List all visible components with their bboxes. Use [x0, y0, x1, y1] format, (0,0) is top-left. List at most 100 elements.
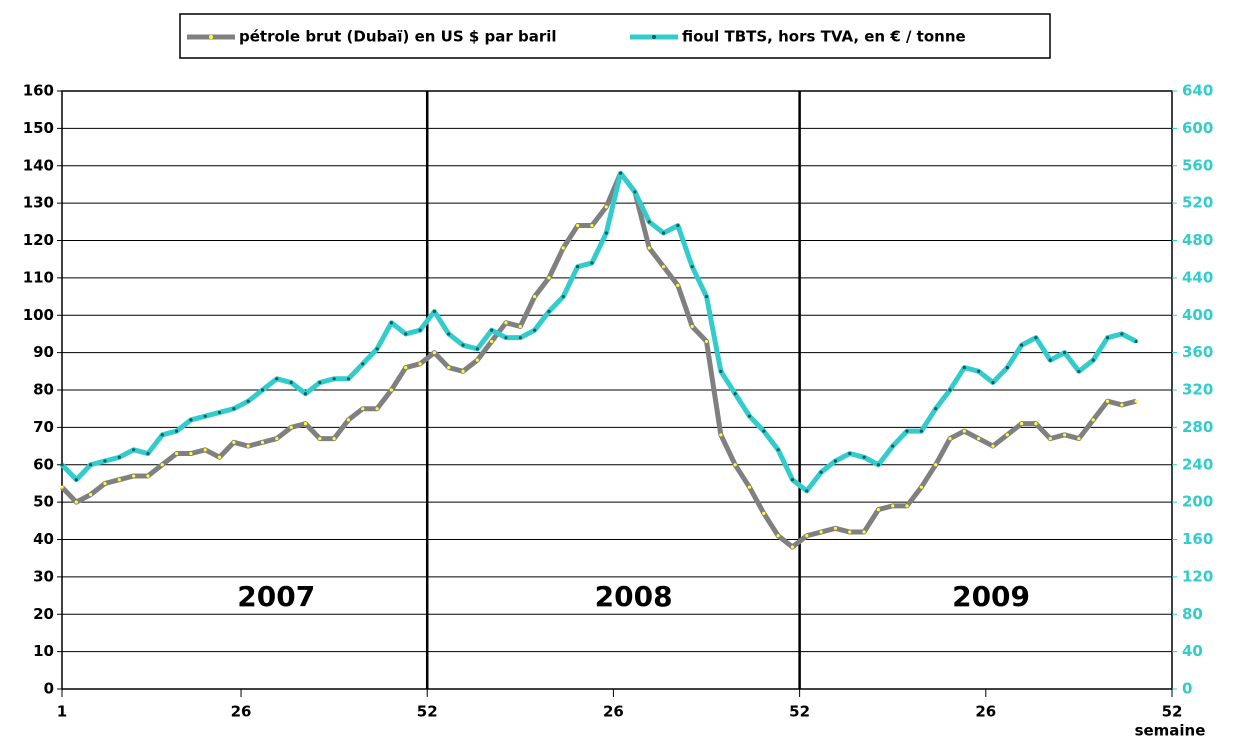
- series-marker: [747, 485, 752, 489]
- series-marker: [318, 380, 322, 385]
- series-marker: [418, 328, 422, 332]
- y-tick-label: 50: [33, 493, 54, 511]
- series-marker: [518, 324, 522, 329]
- series-marker: [790, 545, 795, 549]
- series-marker: [991, 444, 995, 448]
- series-marker: [805, 489, 809, 493]
- y-tick-label: 130: [23, 194, 54, 212]
- series-marker: [160, 433, 164, 437]
- x-tick-label: 52: [417, 703, 438, 721]
- y-tick-label: 100: [23, 306, 54, 324]
- series-marker: [389, 321, 394, 325]
- series-marker: [74, 500, 78, 504]
- series-marker: [418, 362, 422, 366]
- series-marker: [948, 388, 952, 392]
- series-marker: [934, 407, 938, 411]
- series-marker: [876, 463, 880, 467]
- series-marker: [919, 429, 923, 433]
- y-tick-label: 40: [33, 530, 54, 548]
- y2-tick-label: 280: [1182, 418, 1213, 436]
- series-marker: [876, 508, 880, 512]
- series-marker: [891, 444, 895, 448]
- series-marker: [461, 343, 465, 347]
- series-marker: [60, 485, 64, 489]
- series-marker: [891, 504, 895, 508]
- series-marker: [1134, 399, 1138, 403]
- y2-tick-label: 560: [1182, 156, 1213, 174]
- series-marker: [1091, 358, 1095, 362]
- series-marker: [762, 429, 766, 433]
- series-marker: [490, 328, 494, 332]
- series-marker: [432, 309, 436, 314]
- y-tick-label: 90: [33, 343, 54, 361]
- series-marker: [332, 377, 336, 381]
- series-marker: [217, 410, 222, 415]
- series-marker: [790, 478, 795, 482]
- y2-tick-label: 160: [1182, 530, 1213, 548]
- series-marker: [962, 365, 966, 370]
- series-marker: [475, 347, 479, 351]
- series-marker: [232, 440, 236, 444]
- series-marker: [318, 436, 322, 441]
- series-marker: [332, 436, 336, 441]
- series-marker: [962, 429, 966, 433]
- x-tick-label: 1: [57, 703, 67, 721]
- series-marker: [977, 369, 981, 373]
- series-marker: [661, 265, 666, 269]
- series-marker: [447, 365, 451, 370]
- series-marker: [461, 369, 465, 373]
- y2-tick-label: 320: [1182, 381, 1213, 399]
- series-marker: [117, 478, 121, 482]
- y2-tick-label: 440: [1182, 268, 1213, 286]
- y-tick-label: 80: [33, 381, 54, 399]
- x-tick-label: 26: [231, 703, 252, 721]
- y-tick-label: 70: [33, 418, 54, 436]
- y2-tick-label: 0: [1182, 680, 1192, 698]
- series-marker: [919, 485, 923, 489]
- legend-marker: [209, 35, 213, 39]
- series-marker: [905, 504, 909, 508]
- series-marker: [447, 332, 451, 336]
- series-marker: [690, 265, 694, 269]
- x-tick-label: 26: [603, 703, 624, 721]
- series-marker: [747, 414, 752, 418]
- series-marker: [733, 392, 737, 396]
- series-marker: [132, 474, 136, 478]
- series-marker: [60, 463, 64, 467]
- series-marker: [848, 451, 852, 456]
- series-marker: [1077, 436, 1081, 441]
- series-marker: [289, 380, 293, 385]
- y2-tick-label: 240: [1182, 455, 1213, 473]
- series-marker: [576, 265, 580, 269]
- series-marker: [533, 294, 537, 299]
- y-tick-label: 30: [33, 567, 54, 585]
- series-marker: [146, 474, 150, 478]
- series-marker: [1105, 336, 1110, 340]
- series-marker: [618, 171, 623, 175]
- series-marker: [504, 336, 508, 340]
- series-marker: [246, 399, 250, 403]
- y2-tick-label: 480: [1182, 231, 1213, 249]
- y2-tick-label: 360: [1182, 343, 1213, 361]
- series-marker: [561, 294, 565, 299]
- series-marker: [848, 530, 852, 534]
- series-marker: [934, 463, 938, 467]
- series-marker: [676, 283, 680, 287]
- series-marker: [647, 220, 651, 224]
- series-marker: [604, 231, 608, 235]
- series-marker: [174, 451, 179, 456]
- series-marker: [704, 294, 709, 299]
- series-marker: [174, 429, 179, 433]
- series-marker: [991, 380, 995, 385]
- series-marker: [862, 455, 866, 459]
- series-marker: [1005, 433, 1009, 437]
- series-marker: [389, 388, 394, 392]
- y-tick-label: 150: [23, 119, 54, 137]
- series-marker: [146, 451, 150, 456]
- series-marker: [346, 377, 351, 381]
- series-marker: [404, 332, 408, 336]
- series-marker: [203, 414, 207, 418]
- series-marker: [203, 448, 207, 452]
- series-marker: [1120, 403, 1124, 407]
- series-marker: [475, 358, 479, 362]
